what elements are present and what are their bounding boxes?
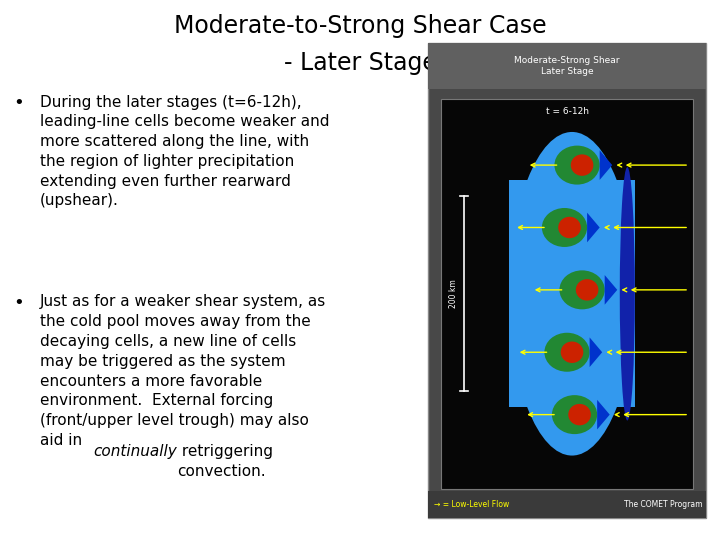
Bar bbox=[509, 180, 635, 407]
Ellipse shape bbox=[620, 167, 635, 421]
Text: t = 6-12h: t = 6-12h bbox=[546, 107, 588, 116]
Text: •: • bbox=[13, 94, 24, 112]
Text: Moderate-Strong Shear
Later Stage: Moderate-Strong Shear Later Stage bbox=[514, 56, 620, 76]
Text: During the later stages (t=6-12h),
leading-line cells become weaker and
more sca: During the later stages (t=6-12h), leadi… bbox=[40, 94, 329, 208]
Ellipse shape bbox=[559, 271, 605, 309]
Text: retriggering
convection.: retriggering convection. bbox=[177, 444, 273, 479]
Polygon shape bbox=[600, 150, 612, 180]
Ellipse shape bbox=[576, 279, 598, 301]
Ellipse shape bbox=[571, 154, 593, 176]
Ellipse shape bbox=[542, 208, 587, 247]
Text: The COMET Program: The COMET Program bbox=[624, 501, 702, 509]
Ellipse shape bbox=[552, 395, 597, 434]
Polygon shape bbox=[587, 213, 600, 242]
Text: 200 km: 200 km bbox=[449, 279, 459, 308]
Bar bbox=[428, 43, 706, 518]
Ellipse shape bbox=[509, 132, 635, 456]
Bar bbox=[428, 43, 706, 89]
Text: Moderate-to-Strong Shear Case: Moderate-to-Strong Shear Case bbox=[174, 14, 546, 37]
Bar bbox=[441, 99, 693, 489]
Text: continually: continually bbox=[93, 444, 177, 459]
Ellipse shape bbox=[554, 146, 600, 185]
Text: → = Low-Level Flow: → = Low-Level Flow bbox=[434, 501, 510, 509]
Ellipse shape bbox=[558, 217, 581, 238]
Polygon shape bbox=[605, 275, 617, 305]
Text: - Later Stage: - Later Stage bbox=[284, 51, 436, 75]
Polygon shape bbox=[590, 338, 602, 367]
Bar bbox=[428, 491, 706, 518]
Ellipse shape bbox=[561, 341, 583, 363]
Text: •: • bbox=[13, 294, 24, 312]
Ellipse shape bbox=[568, 404, 591, 426]
Text: Just as for a weaker shear system, as
the cold pool moves away from the
decaying: Just as for a weaker shear system, as th… bbox=[40, 294, 326, 448]
Polygon shape bbox=[597, 400, 610, 429]
Ellipse shape bbox=[544, 333, 590, 372]
